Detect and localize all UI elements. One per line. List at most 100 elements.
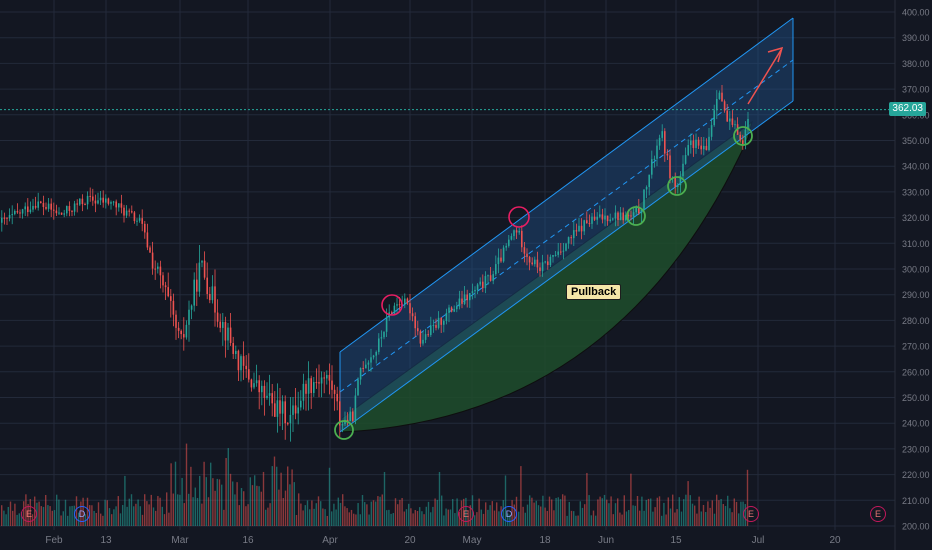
candle-body <box>50 203 52 210</box>
earnings-event-icon[interactable]: E <box>870 506 886 522</box>
earnings-event-icon[interactable]: E <box>21 506 37 522</box>
candle-body <box>284 401 286 424</box>
volume-bar <box>163 514 166 526</box>
volume-bar <box>18 513 20 526</box>
candle-body <box>227 327 229 341</box>
x-tick-label: Jul <box>752 535 765 546</box>
volume-bar <box>113 509 115 526</box>
candle-body <box>710 125 713 137</box>
volume-bar <box>284 490 287 526</box>
candle-body <box>622 212 624 221</box>
volume-bar <box>287 466 289 526</box>
candle-body <box>586 220 588 224</box>
candle-body <box>203 260 206 278</box>
candle-body <box>297 407 299 414</box>
candle-body <box>349 411 351 422</box>
volume-bar <box>133 506 135 526</box>
volume-bar <box>740 501 742 526</box>
volume-bar <box>608 503 610 526</box>
volume-bar <box>597 499 599 526</box>
candle-body <box>281 401 284 414</box>
volume-bar <box>544 507 546 526</box>
candle-body <box>398 304 401 306</box>
candle-body <box>562 250 565 252</box>
y-tick-label: 290.00 <box>902 290 930 300</box>
candle-body <box>682 163 684 177</box>
volume-bar <box>540 506 542 526</box>
volume-bar <box>573 511 575 526</box>
candle-body <box>591 216 593 224</box>
candle-body <box>479 281 481 285</box>
volume-bar <box>610 496 612 526</box>
earnings-event-icon[interactable]: E <box>458 506 474 522</box>
volume-bar <box>650 498 652 526</box>
candle-body <box>263 385 266 398</box>
y-tick-label: 310.00 <box>902 239 930 249</box>
candle-body <box>250 379 253 388</box>
candle-body <box>37 201 39 208</box>
volume-bar <box>522 506 524 526</box>
candle-body <box>206 277 208 294</box>
volume-bar <box>425 506 427 526</box>
volume-bar <box>194 487 196 526</box>
volume-bar <box>298 493 300 526</box>
earnings-event-icon[interactable]: E <box>743 506 759 522</box>
dividend-event-icon[interactable]: D <box>74 506 90 522</box>
volume-bar <box>124 475 126 526</box>
candle-body <box>474 289 476 292</box>
volume-bar <box>337 497 339 526</box>
candle-body <box>645 187 648 190</box>
x-tick-label: 16 <box>242 535 254 546</box>
candle-body <box>552 255 554 257</box>
candle-body <box>687 145 689 156</box>
y-tick-label: 300.00 <box>902 265 930 275</box>
volume-bar <box>456 498 458 526</box>
candle-body <box>232 343 234 354</box>
x-tick-label: 18 <box>539 535 551 546</box>
candle-body <box>8 214 11 219</box>
volume-bar <box>45 494 47 526</box>
candle-body <box>424 334 427 340</box>
volume-bar <box>148 504 150 526</box>
volume-bar <box>394 498 397 526</box>
volume-bar <box>639 510 641 526</box>
candle-body <box>118 203 120 208</box>
channel-lower-line <box>339 100 794 433</box>
candle-body <box>125 210 128 216</box>
candle-body <box>307 378 310 394</box>
volume-bar <box>474 515 476 526</box>
dividend-event-icon[interactable]: D <box>501 506 517 522</box>
pullback-annotation[interactable]: Pullback <box>566 284 622 300</box>
candle-body <box>359 367 362 380</box>
volume-bar <box>390 513 392 526</box>
volume-bar <box>496 502 498 526</box>
candle-body <box>346 419 349 422</box>
volume-bar <box>348 512 350 526</box>
candle-body <box>414 316 416 329</box>
candle-body <box>222 321 224 328</box>
candle-body <box>580 225 583 232</box>
volume-bar <box>155 510 157 526</box>
volume-bar <box>623 495 625 526</box>
candle-body <box>79 198 81 205</box>
volume-bar <box>258 486 260 526</box>
volume-bar <box>419 507 421 526</box>
candle-body <box>333 389 336 394</box>
candle-body <box>86 195 89 205</box>
candle-body <box>167 287 169 297</box>
candle-body <box>271 393 273 404</box>
volume-bar <box>595 515 597 526</box>
volume-bar <box>698 496 700 526</box>
volume-bar <box>135 503 137 526</box>
volume-bar <box>674 512 676 526</box>
volume-bar <box>47 505 49 526</box>
candle-body <box>214 286 216 313</box>
trend-channel <box>340 18 793 432</box>
volume-bar <box>203 461 205 526</box>
volume-bar <box>427 501 430 526</box>
candle-body <box>71 210 73 212</box>
y-tick-label: 260.00 <box>902 367 930 377</box>
volume-bar <box>71 505 73 526</box>
